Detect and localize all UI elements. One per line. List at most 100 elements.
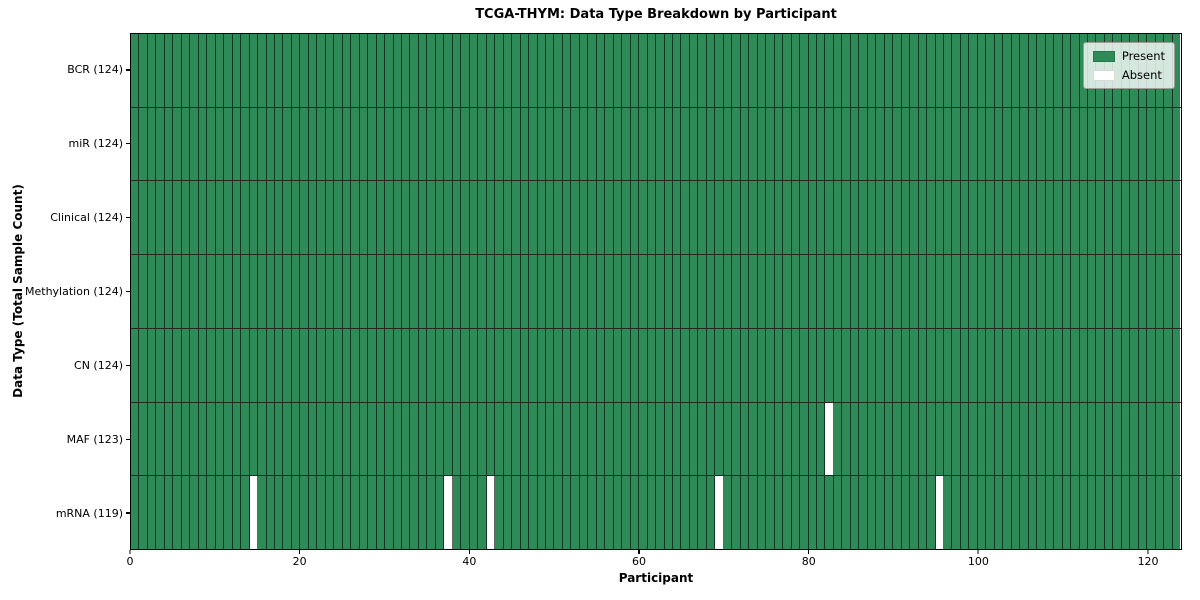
grid-cell: [605, 476, 614, 550]
grid-cell: [258, 181, 267, 255]
grid-cell: [927, 402, 936, 476]
grid-cell: [740, 107, 750, 181]
grid-cell: [1054, 255, 1063, 328]
grid-cell: [300, 34, 309, 107]
grid-cell: [715, 402, 724, 476]
grid-cell: [681, 402, 690, 476]
grid-cell: [927, 328, 936, 402]
grid-cell: [1138, 402, 1148, 476]
grid-cell: [859, 181, 868, 255]
grid-cell: [927, 255, 936, 328]
grid-cell: [732, 107, 741, 181]
grid-cell: [1087, 476, 1097, 550]
legend-item-absent: Absent: [1092, 68, 1165, 82]
grid-cell: [842, 402, 851, 476]
grid-cell: [241, 181, 250, 255]
grid-cell: [588, 255, 597, 328]
grid-cell: [1003, 255, 1012, 328]
grid-cell: [156, 34, 165, 107]
grid-cell: [706, 107, 716, 181]
grid-cell: [283, 181, 292, 255]
grid-cell: [901, 476, 911, 550]
grid-cell: [308, 34, 318, 107]
grid-cell: [766, 255, 775, 328]
grid-cell: [571, 328, 580, 402]
grid-row-CN: [131, 328, 1181, 403]
grid-cell: [325, 476, 335, 550]
y-tick-label: mRNA (119): [55, 506, 123, 520]
grid-cell: [402, 34, 411, 107]
grid-cell: [1071, 328, 1080, 402]
grid-cell: [579, 328, 589, 402]
grid-cell: [783, 402, 792, 476]
grid-cell: [1087, 328, 1097, 402]
grid-cell: [571, 402, 580, 476]
grid-cell: [512, 34, 521, 107]
grid-cell: [715, 476, 724, 550]
grid-cell: [622, 107, 631, 181]
grid-cell: [435, 181, 445, 255]
grid-cell: [147, 255, 157, 328]
y-tick-label: Methylation (124): [25, 285, 123, 298]
grid-cell: [215, 328, 225, 402]
grid-cell: [147, 34, 157, 107]
grid-cell: [910, 181, 919, 255]
grid-cell: [173, 107, 182, 181]
grid-cell: [1155, 107, 1165, 181]
grid-cell: [1121, 328, 1131, 402]
grid-cell: [207, 328, 216, 402]
grid-cell: [622, 328, 631, 402]
grid-cell: [342, 107, 352, 181]
grid-cell: [681, 181, 690, 255]
grid-cell: [376, 402, 386, 476]
grid-cell: [766, 328, 775, 402]
grid-cell: [639, 181, 648, 255]
grid-cell: [1079, 107, 1088, 181]
grid-cell: [190, 402, 199, 476]
grid-cell: [876, 181, 885, 255]
grid-cell: [181, 255, 191, 328]
grid-cell: [808, 181, 817, 255]
grid-cell: [520, 107, 530, 181]
grid-cell: [554, 34, 563, 107]
grid-cell: [376, 328, 386, 402]
grid-cell: [588, 328, 597, 402]
grid-cell: [766, 402, 775, 476]
grid-cell: [952, 328, 961, 402]
grid-cell: [147, 181, 157, 255]
grid-cell: [859, 328, 868, 402]
grid-cell: [427, 181, 436, 255]
grid-cell: [198, 402, 208, 476]
grid-cell: [402, 181, 411, 255]
grid-cell: [1020, 476, 1029, 550]
grid-cell: [283, 107, 292, 181]
grid-cell: [706, 402, 716, 476]
y-tick-label: miR (124): [68, 137, 124, 151]
grid-cell: [1096, 328, 1105, 402]
grid-cell: [850, 107, 860, 181]
grid-cell: [791, 107, 801, 181]
grid-cell: [325, 107, 335, 181]
grid-cell: [359, 402, 369, 476]
grid-cell: [1071, 181, 1080, 255]
grid-cell: [241, 255, 250, 328]
grid-cell: [427, 328, 436, 402]
grid-cell: [1147, 328, 1156, 402]
grid-cell: [486, 34, 496, 107]
grid-cell: [1011, 181, 1021, 255]
grid-cell: [969, 255, 978, 328]
y-tick: mRNA (119): [0, 476, 130, 550]
grid-cell: [706, 328, 716, 402]
y-tick-labels: BCR (124) miR (124) Clinical (124) Methylat…: [0, 33, 130, 550]
y-tick-label: BCR (124): [67, 63, 123, 77]
grid-cell: [977, 328, 987, 402]
grid-cell: [647, 34, 657, 107]
y-tick-mark: [126, 364, 130, 366]
grid-cell: [816, 402, 826, 476]
grid-cell: [427, 255, 436, 328]
grid-cell: [893, 181, 902, 255]
grid-cell: [681, 255, 690, 328]
grid-cell: [190, 34, 199, 107]
grid-cell: [783, 181, 792, 255]
grid-cell: [283, 328, 292, 402]
